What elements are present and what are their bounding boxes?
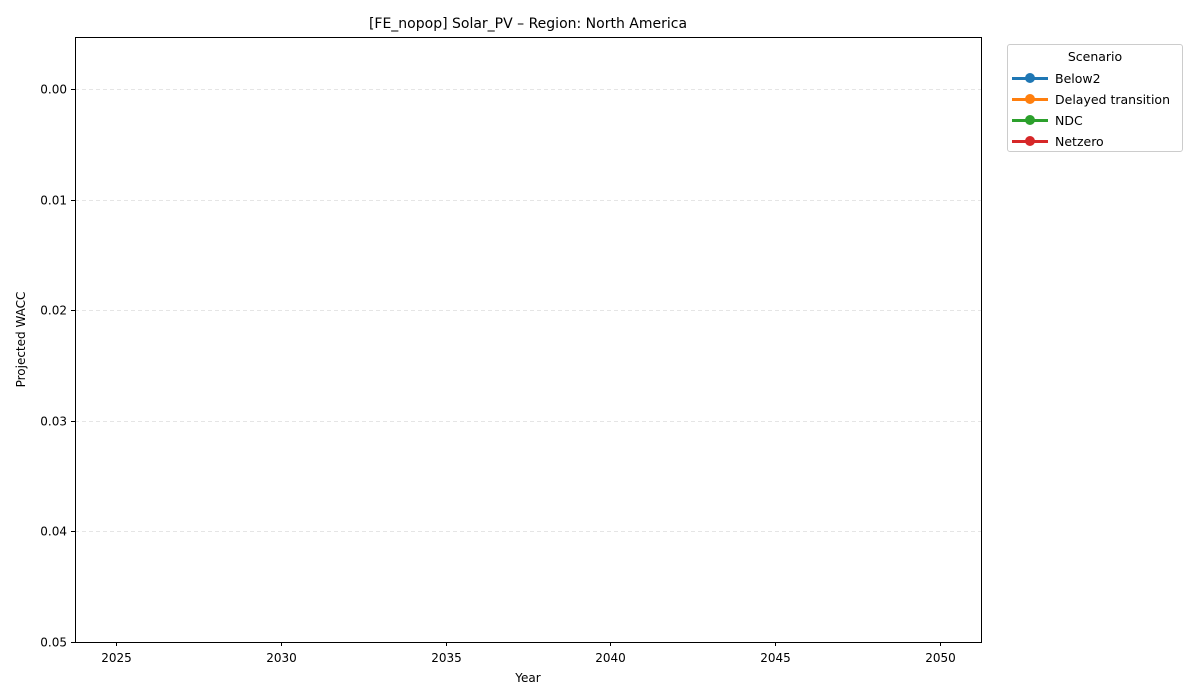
legend: Scenario Below2 Delayed transition NDC Netz… <box>1007 44 1183 152</box>
legend-swatch <box>1012 136 1048 146</box>
chart-title: [FE_nopop] Solar_PV – Region: North Amer… <box>369 16 687 32</box>
y-tick-label: 0.02 <box>40 304 67 318</box>
y-axis-ticks: 0.00 0.01 0.02 0.03 0.04 0.05 <box>40 83 75 650</box>
gridlines <box>75 89 981 643</box>
x-axis-title: Year <box>514 671 540 685</box>
y-tick-label: 0.00 <box>40 83 67 97</box>
x-tick-label: 2035 <box>431 651 462 665</box>
y-axis-title: Projected WACC <box>14 292 28 388</box>
legend-label: Below2 <box>1055 70 1101 86</box>
legend-swatch-marker <box>1025 94 1035 104</box>
legend-swatch-marker <box>1025 73 1035 83</box>
legend-title: Scenario <box>1067 49 1123 64</box>
legend-label: Netzero <box>1055 133 1104 149</box>
legend-swatch <box>1012 94 1048 104</box>
plot-area-frame <box>75 37 982 643</box>
x-tick-label: 2030 <box>266 651 297 665</box>
legend-item: Netzero <box>1012 132 1104 150</box>
legend-swatch-marker <box>1025 115 1035 125</box>
x-tick-label: 2040 <box>595 651 626 665</box>
y-tick-label: 0.05 <box>40 636 67 650</box>
legend-label: Delayed transition <box>1055 91 1170 107</box>
y-tick-label: 0.03 <box>40 415 67 429</box>
legend-swatch <box>1012 73 1048 83</box>
x-tick-label: 2045 <box>760 651 791 665</box>
x-tick-label: 2050 <box>925 651 956 665</box>
legend-item: Below2 <box>1012 69 1101 87</box>
legend-item: Delayed transition <box>1012 90 1170 108</box>
legend-swatch <box>1012 115 1048 125</box>
legend-label: NDC <box>1055 112 1083 128</box>
x-axis-ticks: 2025 2030 2035 2040 2045 2050 <box>101 642 956 665</box>
x-tick-label: 2025 <box>101 651 132 665</box>
legend-swatch-marker <box>1025 136 1035 146</box>
y-tick-label: 0.01 <box>40 194 67 208</box>
legend-item: NDC <box>1012 111 1083 129</box>
y-tick-label: 0.04 <box>40 525 67 539</box>
